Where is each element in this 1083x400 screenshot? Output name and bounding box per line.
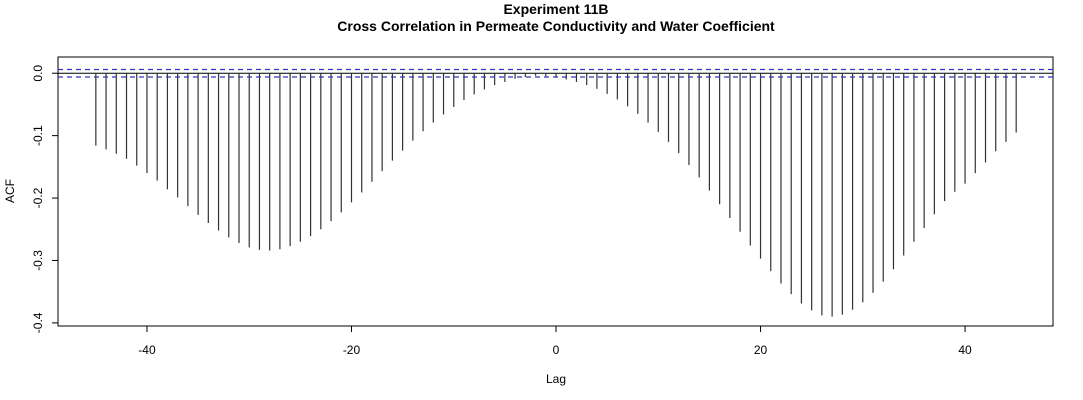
x-axis-label: Lag xyxy=(546,372,566,386)
chart-title: Experiment 11B xyxy=(503,1,608,17)
x-tick-label: -40 xyxy=(138,343,156,357)
y-axis-label: ACF xyxy=(3,179,17,203)
x-tick-label: 40 xyxy=(958,343,972,357)
y-tick-label: -0.4 xyxy=(31,312,45,333)
chart-subtitle: Cross Correlation in Permeate Conductivi… xyxy=(337,18,775,34)
x-tick-label: 0 xyxy=(553,343,560,357)
x-tick-label: 20 xyxy=(754,343,768,357)
plot-box xyxy=(57,56,1054,327)
y-tick-label: 0.0 xyxy=(31,65,45,82)
x-tick-label: -20 xyxy=(343,343,361,357)
y-tick-label: -0.1 xyxy=(31,125,45,146)
y-tick-label: -0.2 xyxy=(31,187,45,208)
y-tick-label: -0.3 xyxy=(31,250,45,271)
